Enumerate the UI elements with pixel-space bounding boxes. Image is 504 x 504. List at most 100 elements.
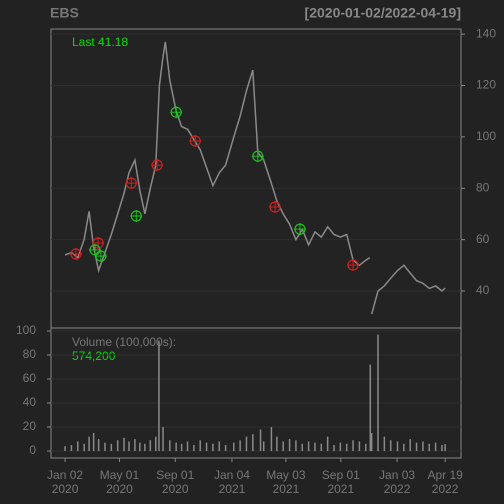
volume-bar (444, 444, 446, 452)
volume-bar (239, 440, 241, 452)
volume-bar (128, 441, 130, 452)
last-value: 41.18 (98, 35, 128, 49)
signal-marker (125, 177, 138, 190)
volume-bar (123, 437, 125, 452)
volume-bar (104, 442, 106, 452)
x-tick-sublabel: 2022 (384, 482, 411, 496)
volume-bar (134, 439, 136, 452)
x-tick-sublabel: 2020 (162, 482, 189, 496)
volume-bar (88, 436, 90, 452)
x-tick-label: Sep 01 (156, 468, 194, 482)
volume-bar (301, 443, 304, 452)
signal-marker (69, 248, 82, 261)
volume-bar (262, 441, 265, 452)
price-line (64, 41, 446, 315)
x-tick-sublabel: 2021 (273, 482, 300, 496)
volume-bar (345, 443, 348, 452)
signal-marker (269, 201, 282, 214)
volume-bar (224, 445, 227, 452)
x-tick-label: Jan 04 (214, 468, 250, 482)
volume-bar (270, 427, 273, 452)
y-tick-label: 100 (476, 129, 496, 143)
volume-bar (295, 440, 297, 452)
volume-bar (370, 433, 373, 452)
volume-bar (158, 340, 160, 452)
volume-bar (186, 441, 189, 452)
y-tick-label: 40 (476, 283, 490, 297)
volume-bar (218, 441, 221, 452)
volume-bar (259, 429, 262, 452)
chart-title: EBS (50, 5, 79, 21)
signal-marker (170, 106, 183, 119)
x-tick-label: May 01 (100, 468, 140, 482)
volume-bar (64, 446, 66, 452)
volume-bar (92, 433, 95, 452)
volume-bar (389, 440, 392, 452)
signal-marker (130, 210, 143, 223)
volume-bar (422, 441, 424, 452)
volume-bar (199, 440, 201, 452)
last-label: Last (72, 35, 95, 49)
volume-bar (326, 436, 329, 452)
volume-bar (77, 441, 79, 452)
signal-marker (94, 250, 107, 263)
signal-marker (151, 159, 164, 172)
volume-bar (383, 436, 386, 452)
volume-bar (365, 443, 367, 452)
y-tick-label: 140 (476, 26, 496, 40)
volume-bar (110, 443, 113, 452)
volume-bar (333, 445, 335, 452)
volume-bar (369, 364, 372, 452)
volume-bar (314, 442, 316, 452)
volume-bar (396, 441, 399, 452)
volume-bar (233, 442, 235, 452)
volume-bar (83, 443, 85, 452)
volume-bar (155, 436, 157, 452)
volume-bar (162, 427, 164, 452)
volume-bar (245, 436, 248, 452)
volume-bar (180, 443, 183, 452)
y-tick-label: 60 (476, 232, 490, 246)
y-tick-label: 80 (476, 180, 490, 194)
y-tick-label: 60 (23, 371, 37, 385)
volume-bar (358, 441, 361, 452)
signal-marker (88, 243, 101, 256)
x-tick-sublabel: 2020 (106, 482, 133, 496)
chart-subtitle: [2020-01-02/2022-04-19] (305, 5, 461, 21)
volume-bar (415, 442, 418, 452)
volume-bar (441, 445, 443, 452)
volume-bar (276, 436, 278, 452)
volume-bar (352, 440, 354, 452)
y-tick-label: 100 (16, 323, 36, 337)
x-tick-label: Jan 02 (47, 468, 83, 482)
signal-marker (347, 259, 360, 272)
volume-bar (339, 442, 342, 452)
volume-bar (434, 442, 437, 452)
volume-bar (212, 443, 214, 452)
y-tick-label: 20 (23, 419, 37, 433)
volume-bar (169, 440, 171, 452)
y-tick-label: 120 (476, 78, 496, 92)
volume-bar (428, 443, 431, 452)
x-tick-sublabel: 2022 (432, 482, 459, 496)
volume-bar (307, 441, 310, 452)
volume-bar (320, 443, 323, 452)
volume-bar (377, 334, 379, 452)
volume-last: 574,200 (72, 349, 116, 363)
last-annotation: Last 41.18 (72, 35, 128, 49)
volume-bar (139, 442, 141, 452)
volume-bar (205, 442, 208, 452)
x-tick-label: Sep 01 (322, 468, 360, 482)
x-tick-label: May 03 (266, 468, 306, 482)
volume-bar (149, 440, 152, 452)
volume-bar (409, 439, 411, 452)
volume-bar (97, 439, 100, 452)
volume-bar (144, 443, 146, 452)
volume-bar (403, 443, 405, 452)
volume-bar (252, 434, 254, 452)
y-tick-label: 0 (29, 443, 36, 457)
volume-bar (288, 439, 291, 452)
signal-marker (189, 134, 202, 147)
